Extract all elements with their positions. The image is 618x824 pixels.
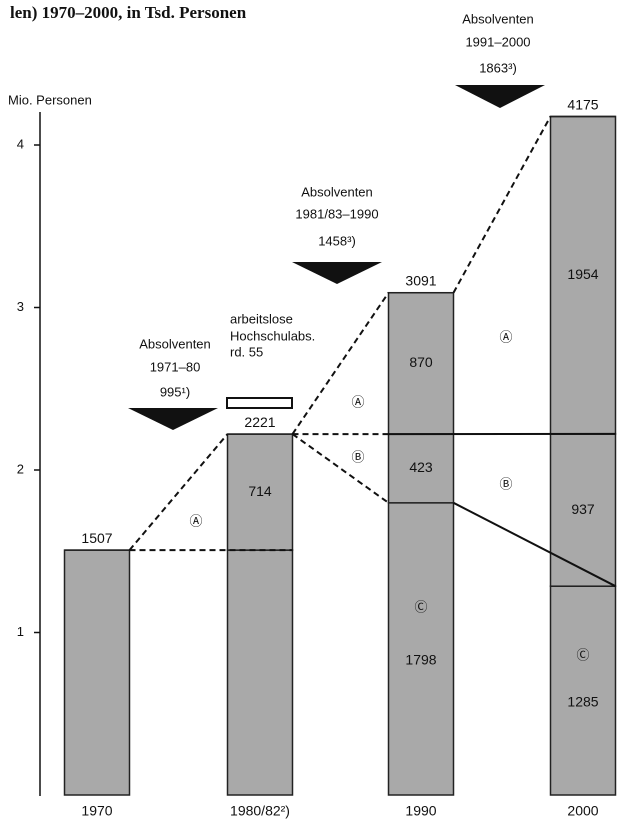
- value-label: 937: [571, 501, 595, 517]
- segment-letter: Ⓑ: [499, 476, 512, 491]
- value-label: 423: [409, 459, 433, 475]
- segment-letter: Ⓒ: [576, 647, 589, 662]
- graduate-arrow: [455, 85, 545, 108]
- annotation: 1863³): [479, 60, 517, 75]
- value-label: 714: [248, 483, 272, 499]
- value-label: 1954: [567, 266, 598, 282]
- segment-letter: Ⓑ: [351, 449, 364, 464]
- bar-segment: [63, 549, 131, 796]
- x-tick-label: 1990: [405, 803, 436, 819]
- graduate-arrow: [292, 262, 382, 284]
- annotation: Hochschulabs.: [230, 328, 315, 343]
- bar-segment: [549, 115, 617, 435]
- bar-segment: [387, 291, 455, 435]
- y-tick-label: 1: [17, 624, 24, 639]
- value-label: 1798: [405, 652, 436, 668]
- annotation: Absolventen: [301, 184, 373, 199]
- bar-segment: [387, 433, 455, 504]
- total-label: 1507: [81, 530, 112, 546]
- connector: [452, 115, 552, 294]
- segment-letter: Ⓐ: [499, 329, 512, 344]
- y-tick-label: 2: [17, 461, 24, 476]
- connector: [291, 292, 390, 435]
- value-label: 1285: [567, 693, 598, 709]
- annotation: 1971–80: [150, 359, 201, 374]
- graduate-arrow: [128, 408, 218, 430]
- y-axis-label: Mio. Personen: [8, 92, 92, 107]
- chart-title: len) 1970–2000, in Tsd. Personen: [10, 3, 247, 22]
- x-tick-label: 1980/82²): [230, 803, 290, 819]
- y-tick-label: 3: [17, 299, 24, 314]
- annotation: rd. 55: [230, 344, 263, 359]
- unemployed-box: [226, 397, 293, 409]
- value-label: 870: [409, 354, 433, 370]
- annotation: Absolventen: [462, 11, 534, 26]
- segment-letter: Ⓐ: [189, 513, 202, 528]
- segment-letter: Ⓒ: [414, 599, 427, 614]
- total-label: 3091: [405, 272, 436, 288]
- annotation: 1981/83–1990: [295, 206, 378, 221]
- annotation: arbeitslose: [230, 311, 293, 326]
- annotation: 1458³): [318, 233, 356, 248]
- connector: [128, 433, 229, 551]
- bar-segment: [549, 433, 617, 587]
- segment-letter: Ⓐ: [351, 394, 364, 409]
- connector: [291, 433, 390, 504]
- connector: [453, 501, 616, 588]
- total-label: 4175: [567, 96, 598, 112]
- annotation: 1991–2000: [465, 34, 530, 49]
- total-label: 2221: [244, 414, 275, 430]
- annotation: Absolventen: [139, 336, 211, 351]
- bar-segment: [549, 585, 617, 796]
- bar-segment: [387, 502, 455, 796]
- y-tick-label: 4: [17, 136, 24, 151]
- x-tick-label: 1970: [81, 803, 112, 819]
- bar-segment: [226, 549, 294, 796]
- x-tick-label: 2000: [567, 803, 598, 819]
- annotation: 995¹): [160, 384, 190, 399]
